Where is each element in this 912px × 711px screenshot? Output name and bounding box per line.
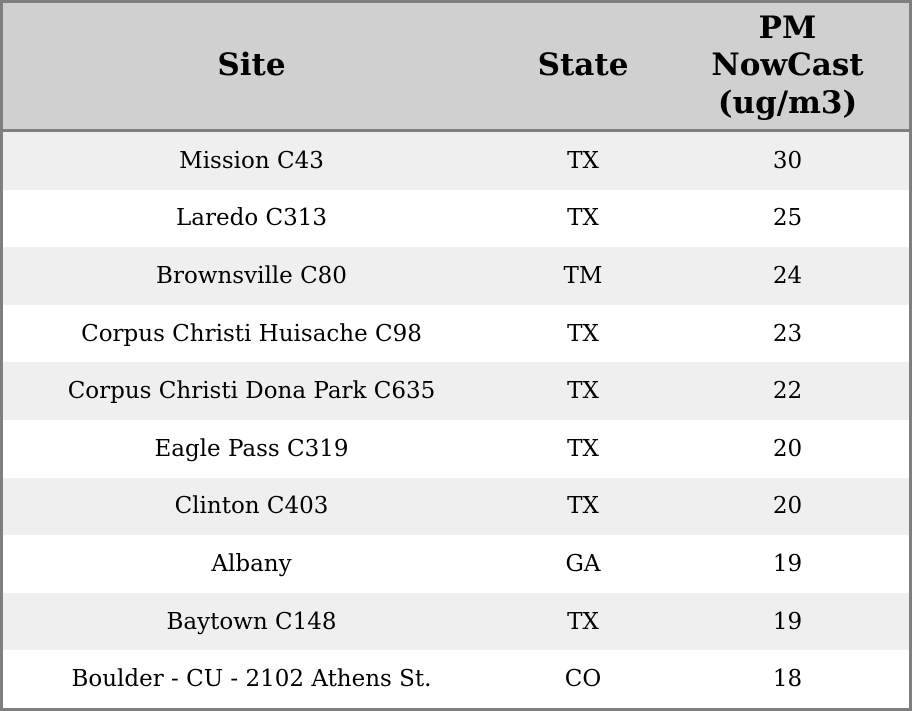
pm-nowcast-cell: 19 bbox=[772, 550, 803, 577]
site-cell: Baytown C148 bbox=[166, 608, 337, 635]
site-cell: Brownsville C80 bbox=[156, 262, 347, 289]
pm-nowcast-cell: 18 bbox=[772, 666, 803, 693]
table-row: Mission C43 TX 30 bbox=[3, 132, 909, 190]
state-cell: TX bbox=[567, 435, 599, 462]
table-row: Clinton C403 TX 20 bbox=[3, 477, 909, 536]
table-row: Boulder - CU - 2102 Athens St. CO 18 bbox=[3, 650, 909, 708]
pm-nowcast-cell: 19 bbox=[772, 608, 803, 635]
table-row: Corpus Christi Huisache C98 TX 23 bbox=[3, 304, 909, 363]
site-cell: Boulder - CU - 2102 Athens St. bbox=[71, 666, 432, 693]
state-cell: TX bbox=[567, 378, 599, 405]
pm-nowcast-cell: 20 bbox=[772, 493, 803, 520]
pm-nowcast-cell: 22 bbox=[772, 378, 803, 405]
site-cell: Albany bbox=[211, 550, 292, 577]
state-cell: GA bbox=[565, 550, 601, 577]
site-cell: Eagle Pass C319 bbox=[154, 435, 349, 462]
table-header-row: Site State PM NowCast (ug/m3) bbox=[3, 3, 909, 132]
site-cell: Mission C43 bbox=[179, 147, 324, 174]
site-cell: Corpus Christi Dona Park C635 bbox=[67, 378, 436, 405]
state-cell: TX bbox=[567, 147, 599, 174]
state-cell: TX bbox=[567, 493, 599, 520]
table-row: Corpus Christi Dona Park C635 TX 22 bbox=[3, 362, 909, 420]
table-row: Brownsville C80 TM 24 bbox=[3, 247, 909, 305]
table-body: Mission C43 TX 30 Laredo C313 TX 25 Brownsvill… bbox=[3, 132, 909, 708]
pm-nowcast-cell: 20 bbox=[772, 435, 803, 462]
state-cell: TX bbox=[567, 320, 599, 347]
pm-nowcast-cell: 23 bbox=[772, 320, 803, 347]
pm-nowcast-cell: 24 bbox=[772, 262, 803, 289]
state-cell: TX bbox=[567, 205, 599, 232]
table-row: Albany GA 19 bbox=[3, 535, 909, 593]
column-header-state: State bbox=[537, 47, 629, 84]
state-cell: CO bbox=[564, 666, 602, 693]
state-cell: TX bbox=[567, 608, 599, 635]
column-header-pm-nowcast: PM NowCast (ug/m3) bbox=[711, 10, 864, 121]
pm-nowcast-cell: 30 bbox=[772, 147, 803, 174]
site-cell: Laredo C313 bbox=[176, 205, 327, 232]
table-row: Laredo C313 TX 25 bbox=[3, 189, 909, 248]
table-row: Baytown C148 TX 19 bbox=[3, 592, 909, 651]
pm-nowcast-cell: 25 bbox=[772, 205, 803, 232]
site-cell: Corpus Christi Huisache C98 bbox=[81, 320, 422, 347]
column-header-site: Site bbox=[217, 47, 286, 84]
state-cell: TM bbox=[563, 262, 603, 289]
site-cell: Clinton C403 bbox=[174, 493, 329, 520]
table-row: Eagle Pass C319 TX 20 bbox=[3, 419, 909, 478]
